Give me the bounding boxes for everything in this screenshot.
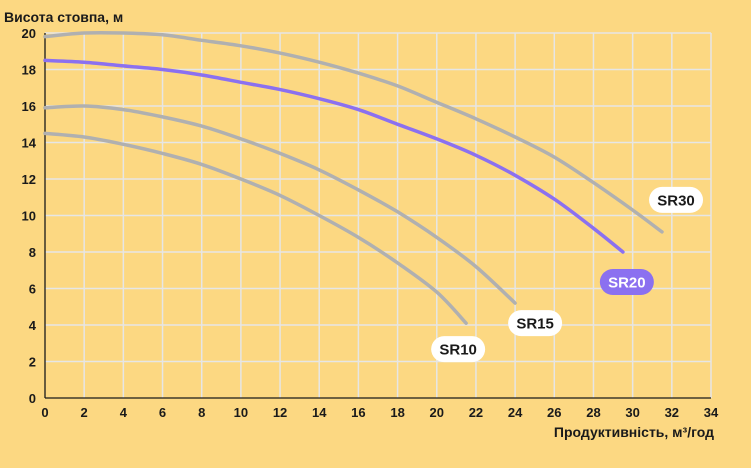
y-tick-label: 2 bbox=[29, 355, 36, 370]
x-tick-label: 10 bbox=[234, 405, 248, 420]
y-tick-label: 6 bbox=[29, 282, 36, 297]
x-axis-title: Продуктивність, м³/год bbox=[554, 424, 714, 440]
y-tick-label: 0 bbox=[29, 391, 36, 406]
x-tick-label: 20 bbox=[430, 405, 444, 420]
y-tick-label: 8 bbox=[29, 245, 36, 260]
y-tick-label: 14 bbox=[22, 136, 37, 151]
y-tick-label: 4 bbox=[29, 318, 37, 333]
series-line-sr15 bbox=[43, 104, 517, 305]
series-lines bbox=[43, 30, 664, 325]
x-tick-label: 8 bbox=[198, 405, 205, 420]
y-tick-label: 12 bbox=[22, 172, 36, 187]
x-tick-label: 30 bbox=[625, 405, 639, 420]
y-axis-title: Висота стовпа, м bbox=[4, 9, 123, 25]
x-tick-label: 24 bbox=[508, 405, 523, 420]
series-line-sr20 bbox=[43, 58, 625, 254]
x-tick-label: 0 bbox=[41, 405, 48, 420]
x-tick-label: 4 bbox=[120, 405, 128, 420]
x-tick-label: 28 bbox=[586, 405, 600, 420]
series-label-sr30: SR30 bbox=[657, 192, 695, 209]
x-tick-label: 16 bbox=[351, 405, 365, 420]
y-tick-label: 16 bbox=[22, 99, 36, 114]
series-label-sr20: SR20 bbox=[608, 275, 646, 292]
series-label-badge bbox=[431, 336, 486, 363]
x-tick-label: 6 bbox=[159, 405, 166, 420]
series-label-badge bbox=[599, 269, 654, 295]
x-tick-label: 18 bbox=[390, 405, 404, 420]
y-tick-label: 20 bbox=[22, 26, 36, 41]
x-tick-labels: 0 2 4 6 8 10 12 14 16 18 20 22 24 26 28 30 32 34 bbox=[41, 405, 719, 420]
series-labels: SR10 SR15 SR20 SR30 bbox=[431, 186, 704, 363]
x-tick-label: 32 bbox=[665, 405, 679, 420]
series-line-sr30 bbox=[43, 30, 664, 234]
series-label-sr10: SR10 bbox=[439, 342, 477, 359]
y-tick-label: 10 bbox=[22, 209, 36, 224]
series-label-sr15: SR15 bbox=[516, 316, 554, 333]
x-tick-label: 34 bbox=[704, 405, 719, 420]
x-tick-label: 12 bbox=[273, 405, 287, 420]
series-label-badge bbox=[649, 186, 704, 213]
series-line-sr10 bbox=[43, 131, 468, 325]
series-label-badge bbox=[508, 310, 563, 337]
x-tick-label: 14 bbox=[312, 405, 327, 420]
y-tick-labels: 0 2 4 6 8 10 12 14 16 18 20 bbox=[22, 26, 37, 406]
axes bbox=[44, 33, 711, 399]
y-tick-label: 18 bbox=[22, 63, 36, 78]
grid-lines bbox=[45, 32, 712, 398]
x-tick-label: 22 bbox=[469, 405, 483, 420]
x-tick-label: 2 bbox=[81, 405, 88, 420]
x-tick-label: 26 bbox=[547, 405, 561, 420]
